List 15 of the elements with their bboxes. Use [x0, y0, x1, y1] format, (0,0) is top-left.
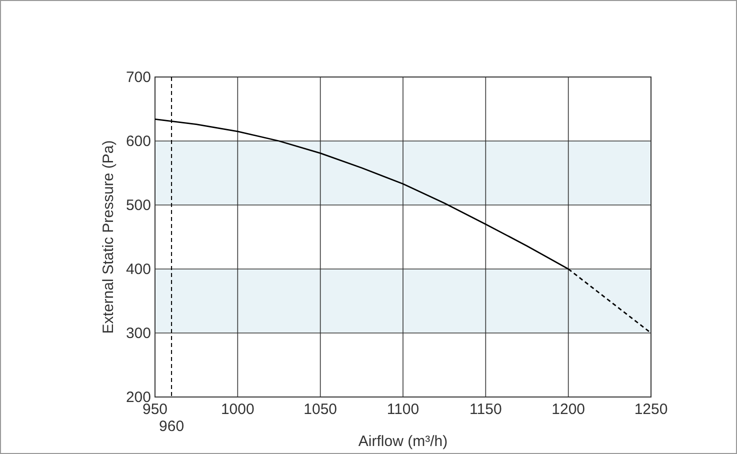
x-tick-label: 1200	[552, 401, 586, 418]
x-axis-title: Airflow (m³/h)	[358, 433, 448, 450]
y-tick-label: 500	[126, 197, 151, 214]
y-tick-label: 600	[126, 133, 151, 150]
y-tick-label: 300	[126, 325, 151, 342]
x-tick-label: 950	[142, 401, 168, 418]
x-tick-label: 1150	[470, 401, 502, 418]
x-tick-label: 1250	[634, 401, 668, 418]
y-axis-title: External Static Pressure (Pa)	[100, 140, 117, 334]
y-tick-label: 400	[126, 261, 151, 278]
y-tick-label: 700	[126, 69, 151, 86]
x-tick-label: 1050	[304, 401, 338, 418]
x-tick-label: 1100	[386, 401, 420, 418]
x-tick-label: 1000	[220, 401, 254, 418]
ref-line-label: 960	[159, 418, 184, 435]
